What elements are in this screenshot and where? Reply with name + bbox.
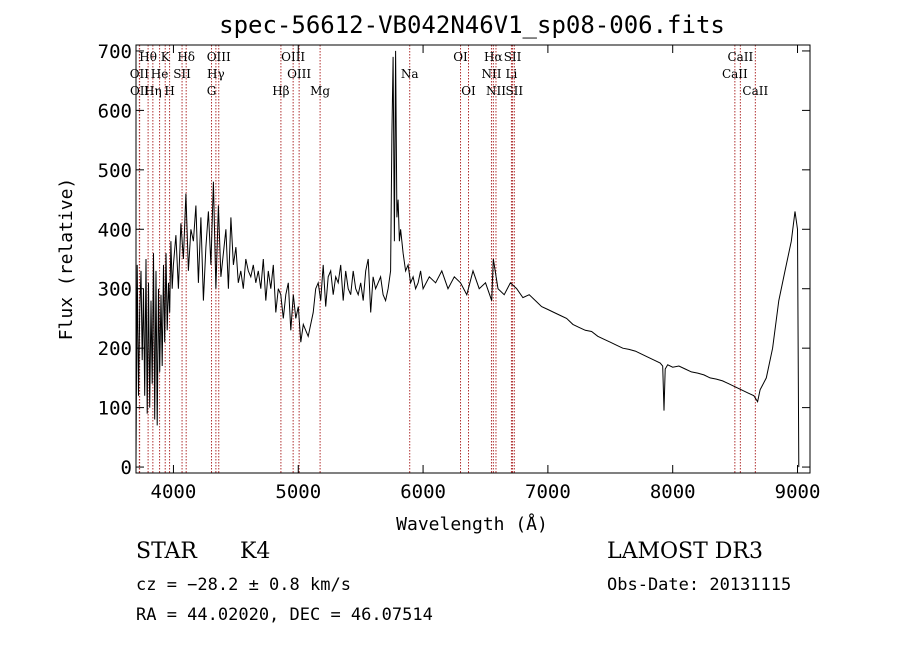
emission-line-label: Hθ: [139, 50, 157, 64]
emission-line-label: Na: [401, 67, 419, 81]
y-axis-ticks: 0 100 200 300 400 500 600 700: [98, 41, 810, 479]
y-tick-label: 100: [98, 398, 132, 420]
x-tick-label: 7000: [525, 481, 571, 503]
emission-line-label: K: [161, 50, 171, 64]
coordinates-text: RA = 44.02020, DEC = 46.07514: [136, 605, 433, 625]
x-tick-label: 4000: [151, 481, 197, 503]
emission-line-label: OIII: [207, 50, 231, 64]
flux-series-line: [135, 50, 800, 468]
x-axis-label: Wavelength (Å): [396, 513, 548, 535]
emission-line-label: CaII: [722, 67, 748, 81]
emission-line-label: OI: [461, 84, 476, 98]
emission-line-label: SII: [505, 84, 523, 98]
emission-line-label: SII: [173, 67, 191, 81]
emission-line-label: OIII: [287, 67, 311, 81]
emission-line-label: NII: [486, 84, 506, 98]
emission-line-label: Hα: [484, 50, 503, 64]
emission-line-label: Hγ: [207, 67, 225, 81]
emission-line-label: OIII: [281, 50, 305, 64]
x-tick-label: 6000: [400, 481, 446, 503]
redshift-text: cz = −28.2 ± 0.8 km/s: [136, 575, 351, 595]
x-axis-ticks: 4000 5000 6000 7000 8000 9000: [151, 45, 821, 503]
emission-line-label: Hδ: [177, 50, 195, 64]
emission-line-label: Hβ: [272, 84, 289, 98]
y-tick-label: 700: [98, 41, 132, 63]
emission-line-label: SII: [504, 50, 522, 64]
plot-frame: [135, 44, 811, 474]
survey-name: LAMOST DR3: [607, 539, 763, 564]
y-tick-label: 300: [98, 279, 132, 301]
obs-date-text: Obs-Date: 20131115: [607, 575, 791, 595]
emission-line-label: CaII: [727, 50, 753, 64]
emission-line-label: G: [207, 84, 217, 98]
y-axis-label: Flux (relative): [56, 178, 77, 341]
y-tick-label: 600: [98, 100, 132, 122]
emission-line-label: He: [151, 67, 169, 81]
object-class: STAR: [136, 539, 198, 564]
emission-line-label: OII: [130, 84, 150, 98]
emission-line-label: OII: [130, 67, 150, 81]
y-tick-label: 200: [98, 338, 132, 360]
emission-line-label: OI: [453, 50, 468, 64]
emission-line-label: CaII: [742, 84, 768, 98]
emission-line-label: Mg: [310, 84, 330, 98]
x-tick-label: 8000: [650, 481, 696, 503]
chart-title: spec-56612-VB042N46V1_sp08-006.fits: [219, 11, 725, 39]
emission-line-label: Li: [506, 67, 518, 81]
emission-line-label: Hη: [144, 84, 162, 98]
y-tick-label: 500: [98, 160, 132, 182]
emission-line-markers: [138, 45, 756, 473]
y-tick-label: 0: [121, 457, 132, 479]
y-tick-label: 400: [98, 219, 132, 241]
emission-line-label: H: [164, 84, 174, 98]
emission-line-label: NII: [481, 67, 501, 81]
x-tick-label: 9000: [775, 481, 821, 503]
object-subclass: K4: [240, 539, 270, 564]
x-tick-label: 5000: [275, 481, 321, 503]
